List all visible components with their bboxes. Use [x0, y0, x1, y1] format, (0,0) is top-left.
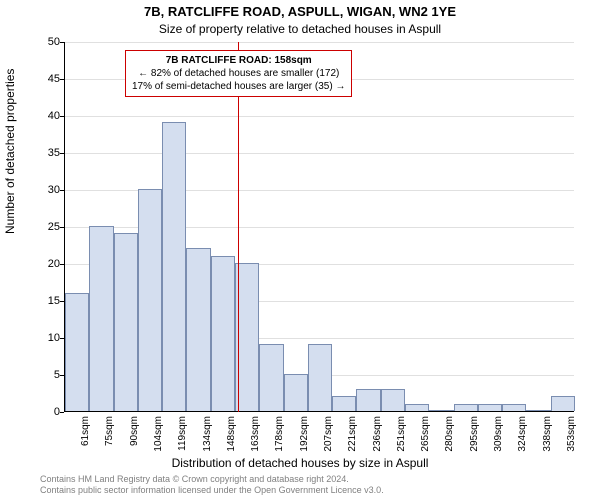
histogram-bar: [114, 233, 138, 411]
xtick-label: 280sqm: [444, 416, 455, 452]
chart-title-sub: Size of property relative to detached ho…: [0, 22, 600, 36]
histogram-bar: [332, 396, 356, 411]
ytick-label: 30: [30, 184, 60, 196]
ytick-label: 25: [30, 221, 60, 233]
xtick-label: 178sqm: [274, 416, 285, 452]
footnote: Contains HM Land Registry data © Crown c…: [40, 474, 384, 496]
xtick-label: 163sqm: [250, 416, 261, 452]
histogram-bar: [89, 226, 113, 411]
xtick-label: 251sqm: [396, 416, 407, 452]
ytick-label: 5: [30, 369, 60, 381]
histogram-bar: [478, 404, 502, 411]
xtick-label: 207sqm: [323, 416, 334, 452]
callout-line-2: ← 82% of detached houses are smaller (17…: [132, 67, 345, 80]
ytick-label: 40: [30, 110, 60, 122]
gridline: [65, 116, 574, 117]
gridline: [65, 153, 574, 154]
x-axis-label: Distribution of detached houses by size …: [0, 456, 600, 470]
histogram-bar: [138, 189, 162, 411]
ytick-label: 20: [30, 258, 60, 270]
histogram-bar: [526, 410, 550, 411]
histogram-bar: [405, 404, 429, 411]
callout-line-1: 7B RATCLIFFE ROAD: 158sqm: [132, 54, 345, 67]
xtick-label: 148sqm: [226, 416, 237, 452]
xtick-label: 221sqm: [347, 416, 358, 452]
histogram-bar: [259, 344, 283, 411]
plot-area: 7B RATCLIFFE ROAD: 158sqm ← 82% of detac…: [64, 42, 574, 412]
xtick-label: 119sqm: [177, 416, 188, 451]
ytick-label: 50: [30, 36, 60, 48]
ytick-label: 35: [30, 147, 60, 159]
xtick-label: 236sqm: [372, 416, 383, 452]
footnote-line-2: Contains public sector information licen…: [40, 485, 384, 496]
ytick-label: 0: [30, 406, 60, 418]
histogram-bar: [308, 344, 332, 411]
histogram-bar: [65, 293, 89, 411]
histogram-bar: [162, 122, 186, 411]
histogram-bar: [186, 248, 210, 411]
histogram-chart: 7B, RATCLIFFE ROAD, ASPULL, WIGAN, WN2 1…: [0, 0, 600, 500]
histogram-bar: [551, 396, 575, 411]
gridline: [65, 42, 574, 43]
histogram-bar: [454, 404, 478, 411]
ytick-label: 45: [30, 73, 60, 85]
xtick-label: 134sqm: [202, 416, 213, 452]
histogram-bar: [284, 374, 308, 411]
ytick-label: 15: [30, 295, 60, 307]
xtick-label: 338sqm: [542, 416, 553, 452]
xtick-label: 104sqm: [153, 416, 164, 452]
xtick-label: 324sqm: [517, 416, 528, 452]
chart-title-main: 7B, RATCLIFFE ROAD, ASPULL, WIGAN, WN2 1…: [0, 4, 600, 19]
callout-line-3: 17% of semi-detached houses are larger (…: [132, 80, 345, 93]
xtick-label: 265sqm: [420, 416, 431, 452]
histogram-bar: [211, 256, 235, 411]
xtick-label: 61sqm: [80, 416, 91, 446]
xtick-label: 192sqm: [299, 416, 310, 452]
histogram-bar: [381, 389, 405, 411]
xtick-label: 353sqm: [566, 416, 577, 452]
ytick-mark: [60, 412, 64, 413]
histogram-bar: [356, 389, 380, 411]
xtick-label: 75sqm: [104, 416, 115, 446]
footnote-line-1: Contains HM Land Registry data © Crown c…: [40, 474, 384, 485]
histogram-bar: [502, 404, 526, 411]
histogram-bar: [429, 410, 453, 411]
y-axis-label: Number of detached properties: [3, 69, 17, 234]
xtick-label: 295sqm: [469, 416, 480, 452]
xtick-label: 309sqm: [493, 416, 504, 452]
marker-line: [238, 42, 239, 412]
xtick-label: 90sqm: [129, 416, 140, 446]
ytick-label: 10: [30, 332, 60, 344]
callout-box: 7B RATCLIFFE ROAD: 158sqm ← 82% of detac…: [125, 50, 352, 97]
